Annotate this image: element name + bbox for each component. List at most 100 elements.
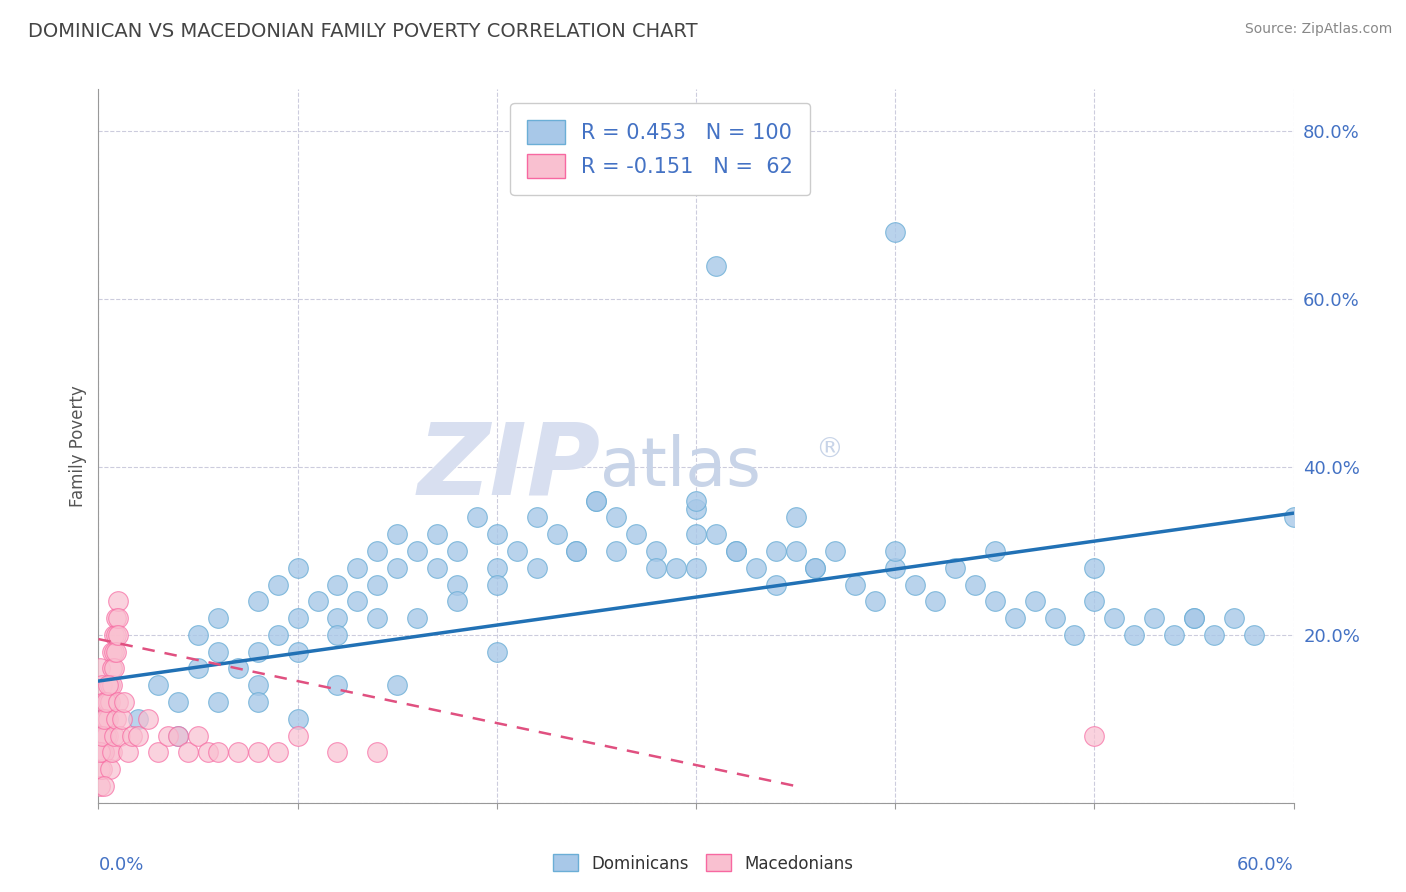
Point (89, 661, 111, 675)
Point (426, 527, 449, 541)
Y-axis label: Family Poverty: Family Poverty (69, 385, 87, 507)
Point (824, 544, 846, 558)
Point (326, 628, 349, 642)
Point (187, 661, 209, 675)
Point (446, 594, 468, 608)
Point (685, 493, 707, 508)
Point (97, 695, 120, 709)
Point (1163, 628, 1185, 642)
Point (1102, 611, 1125, 625)
Point (1222, 611, 1246, 625)
Point (745, 560, 768, 574)
Point (127, 729, 149, 743)
Point (1243, 628, 1265, 642)
Point (426, 560, 449, 574)
Point (100, 678, 122, 692)
Point (685, 560, 707, 574)
Point (724, 544, 747, 558)
Point (565, 544, 588, 558)
Point (105, 645, 128, 659)
Point (446, 577, 468, 591)
Point (485, 560, 508, 574)
Point (765, 577, 787, 591)
Point (346, 560, 368, 574)
Point (207, 645, 229, 659)
Point (844, 577, 866, 591)
Point (100, 762, 122, 776)
Point (101, 645, 124, 659)
Point (207, 695, 229, 709)
Point (366, 577, 388, 591)
Point (884, 225, 907, 239)
Point (89, 762, 111, 776)
Point (704, 527, 727, 541)
Point (685, 502, 707, 516)
Point (107, 695, 129, 709)
Point (91, 746, 114, 760)
Point (485, 527, 508, 541)
Point (1202, 628, 1225, 642)
Point (127, 712, 149, 726)
Point (1004, 611, 1026, 625)
Point (226, 746, 249, 760)
Point (187, 729, 209, 743)
Point (96, 729, 118, 743)
Point (446, 544, 468, 558)
Point (110, 729, 132, 743)
Point (107, 594, 129, 608)
Point (287, 712, 309, 726)
Point (97, 729, 120, 743)
Point (326, 678, 349, 692)
Point (724, 544, 747, 558)
Point (585, 493, 607, 508)
Text: ZIP: ZIP (418, 419, 600, 516)
Point (804, 560, 827, 574)
Point (346, 594, 368, 608)
Point (804, 560, 827, 574)
Text: 0.0%: 0.0% (98, 855, 143, 873)
Point (1083, 560, 1105, 574)
Point (1063, 628, 1085, 642)
Point (91, 762, 114, 776)
Point (207, 746, 229, 760)
Point (904, 577, 927, 591)
Point (117, 746, 139, 760)
Point (93, 729, 115, 743)
Point (187, 628, 209, 642)
Point (765, 544, 787, 558)
Point (89, 779, 111, 793)
Point (246, 678, 269, 692)
Point (107, 611, 129, 625)
Point (100, 746, 122, 760)
Point (943, 560, 966, 574)
Point (406, 611, 429, 625)
Point (96, 695, 118, 709)
Point (267, 577, 290, 591)
Point (565, 544, 588, 558)
Point (605, 544, 627, 558)
Point (665, 560, 688, 574)
Point (103, 645, 125, 659)
Point (246, 695, 269, 709)
Point (485, 577, 508, 591)
Text: Source: ZipAtlas.com: Source: ZipAtlas.com (1244, 22, 1392, 37)
Point (645, 544, 668, 558)
Point (148, 678, 170, 692)
Point (91, 678, 114, 692)
Point (207, 611, 229, 625)
Point (326, 577, 349, 591)
Point (626, 527, 648, 541)
Point (326, 746, 349, 760)
Point (1182, 611, 1205, 625)
Point (785, 544, 807, 558)
Point (307, 594, 329, 608)
Point (103, 628, 125, 642)
Point (97, 712, 120, 726)
Point (287, 729, 309, 743)
Point (246, 746, 269, 760)
Point (963, 577, 986, 591)
Point (385, 678, 409, 692)
Point (526, 560, 548, 574)
Point (89, 746, 111, 760)
Point (136, 712, 159, 726)
